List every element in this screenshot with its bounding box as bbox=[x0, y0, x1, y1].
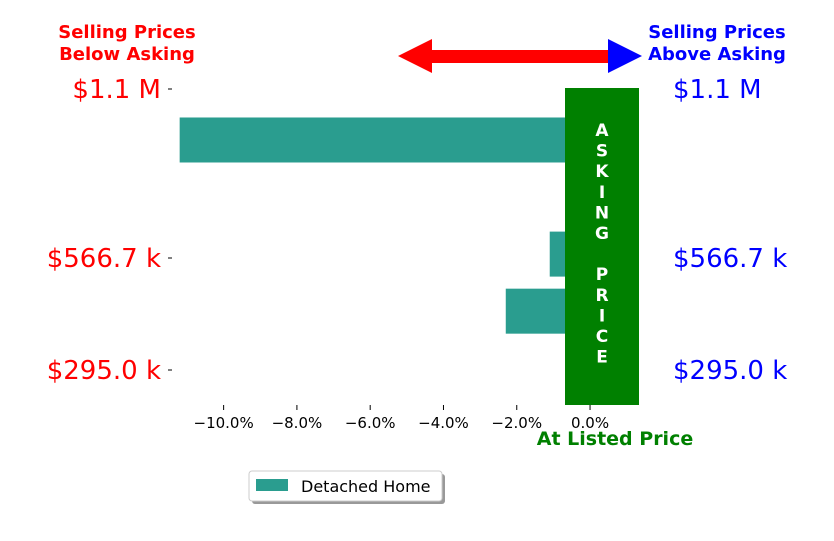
x-tick-label-5: 0.0% bbox=[571, 414, 609, 432]
arrow-shaft bbox=[430, 50, 612, 63]
legend: Detached Home bbox=[248, 470, 445, 504]
legend-label: Detached Home bbox=[301, 477, 431, 496]
x-tick-label-0: −10.0% bbox=[194, 414, 254, 432]
band-letter-11: E bbox=[596, 348, 608, 368]
band-letter-8: R bbox=[595, 286, 608, 306]
band-letter-4: N bbox=[595, 203, 609, 223]
y-label-left-0: $1.1 M bbox=[72, 75, 161, 105]
band-letter-9: I bbox=[599, 306, 605, 326]
band-letter-10: C bbox=[596, 327, 608, 347]
band-letter-2: K bbox=[595, 162, 609, 182]
y-label-right-2: $295.0 k bbox=[673, 356, 787, 386]
x-tick-label-1: −8.0% bbox=[272, 414, 323, 432]
x-ticks: −10.0% −8.0% −6.0% −4.0% −2.0% 0.0% bbox=[194, 405, 609, 432]
arrow-right-head bbox=[608, 39, 642, 73]
y-labels-right: $1.1 M $566.7 k $295.0 k bbox=[673, 75, 787, 386]
bar-0 bbox=[179, 117, 591, 163]
direction-arrow bbox=[398, 39, 642, 73]
x-tick-label-4: −2.0% bbox=[491, 414, 542, 432]
y-labels-left: $1.1 M $566.7 k $295.0 k bbox=[47, 75, 161, 386]
header-right-line1: Selling Prices bbox=[648, 22, 785, 43]
x-tick-label-3: −4.0% bbox=[418, 414, 469, 432]
arrow-left-head bbox=[398, 39, 432, 73]
legend-box bbox=[248, 470, 443, 502]
header-right-line2: Above Asking bbox=[648, 44, 786, 65]
legend-swatch bbox=[256, 479, 288, 491]
y-label-right-0: $1.1 M bbox=[673, 75, 762, 105]
y-label-left-2: $295.0 k bbox=[47, 356, 161, 386]
band-letter-7: P bbox=[596, 265, 608, 285]
y-label-left-1: $566.7 k bbox=[47, 244, 161, 274]
x-axis-caption: At Listed Price bbox=[537, 428, 693, 450]
asking-price-band bbox=[565, 88, 639, 405]
band-letter-5: G bbox=[595, 224, 609, 244]
header-left-line1: Selling Prices bbox=[58, 22, 195, 43]
band-letter-1: S bbox=[596, 142, 608, 162]
y-ticks bbox=[168, 88, 172, 371]
band-letter-0: A bbox=[595, 121, 609, 141]
band-letter-3: I bbox=[599, 183, 605, 203]
x-tick-label-2: −6.0% bbox=[345, 414, 396, 432]
y-label-right-1: $566.7 k bbox=[673, 244, 787, 274]
header-left-line2: Below Asking bbox=[59, 44, 195, 65]
